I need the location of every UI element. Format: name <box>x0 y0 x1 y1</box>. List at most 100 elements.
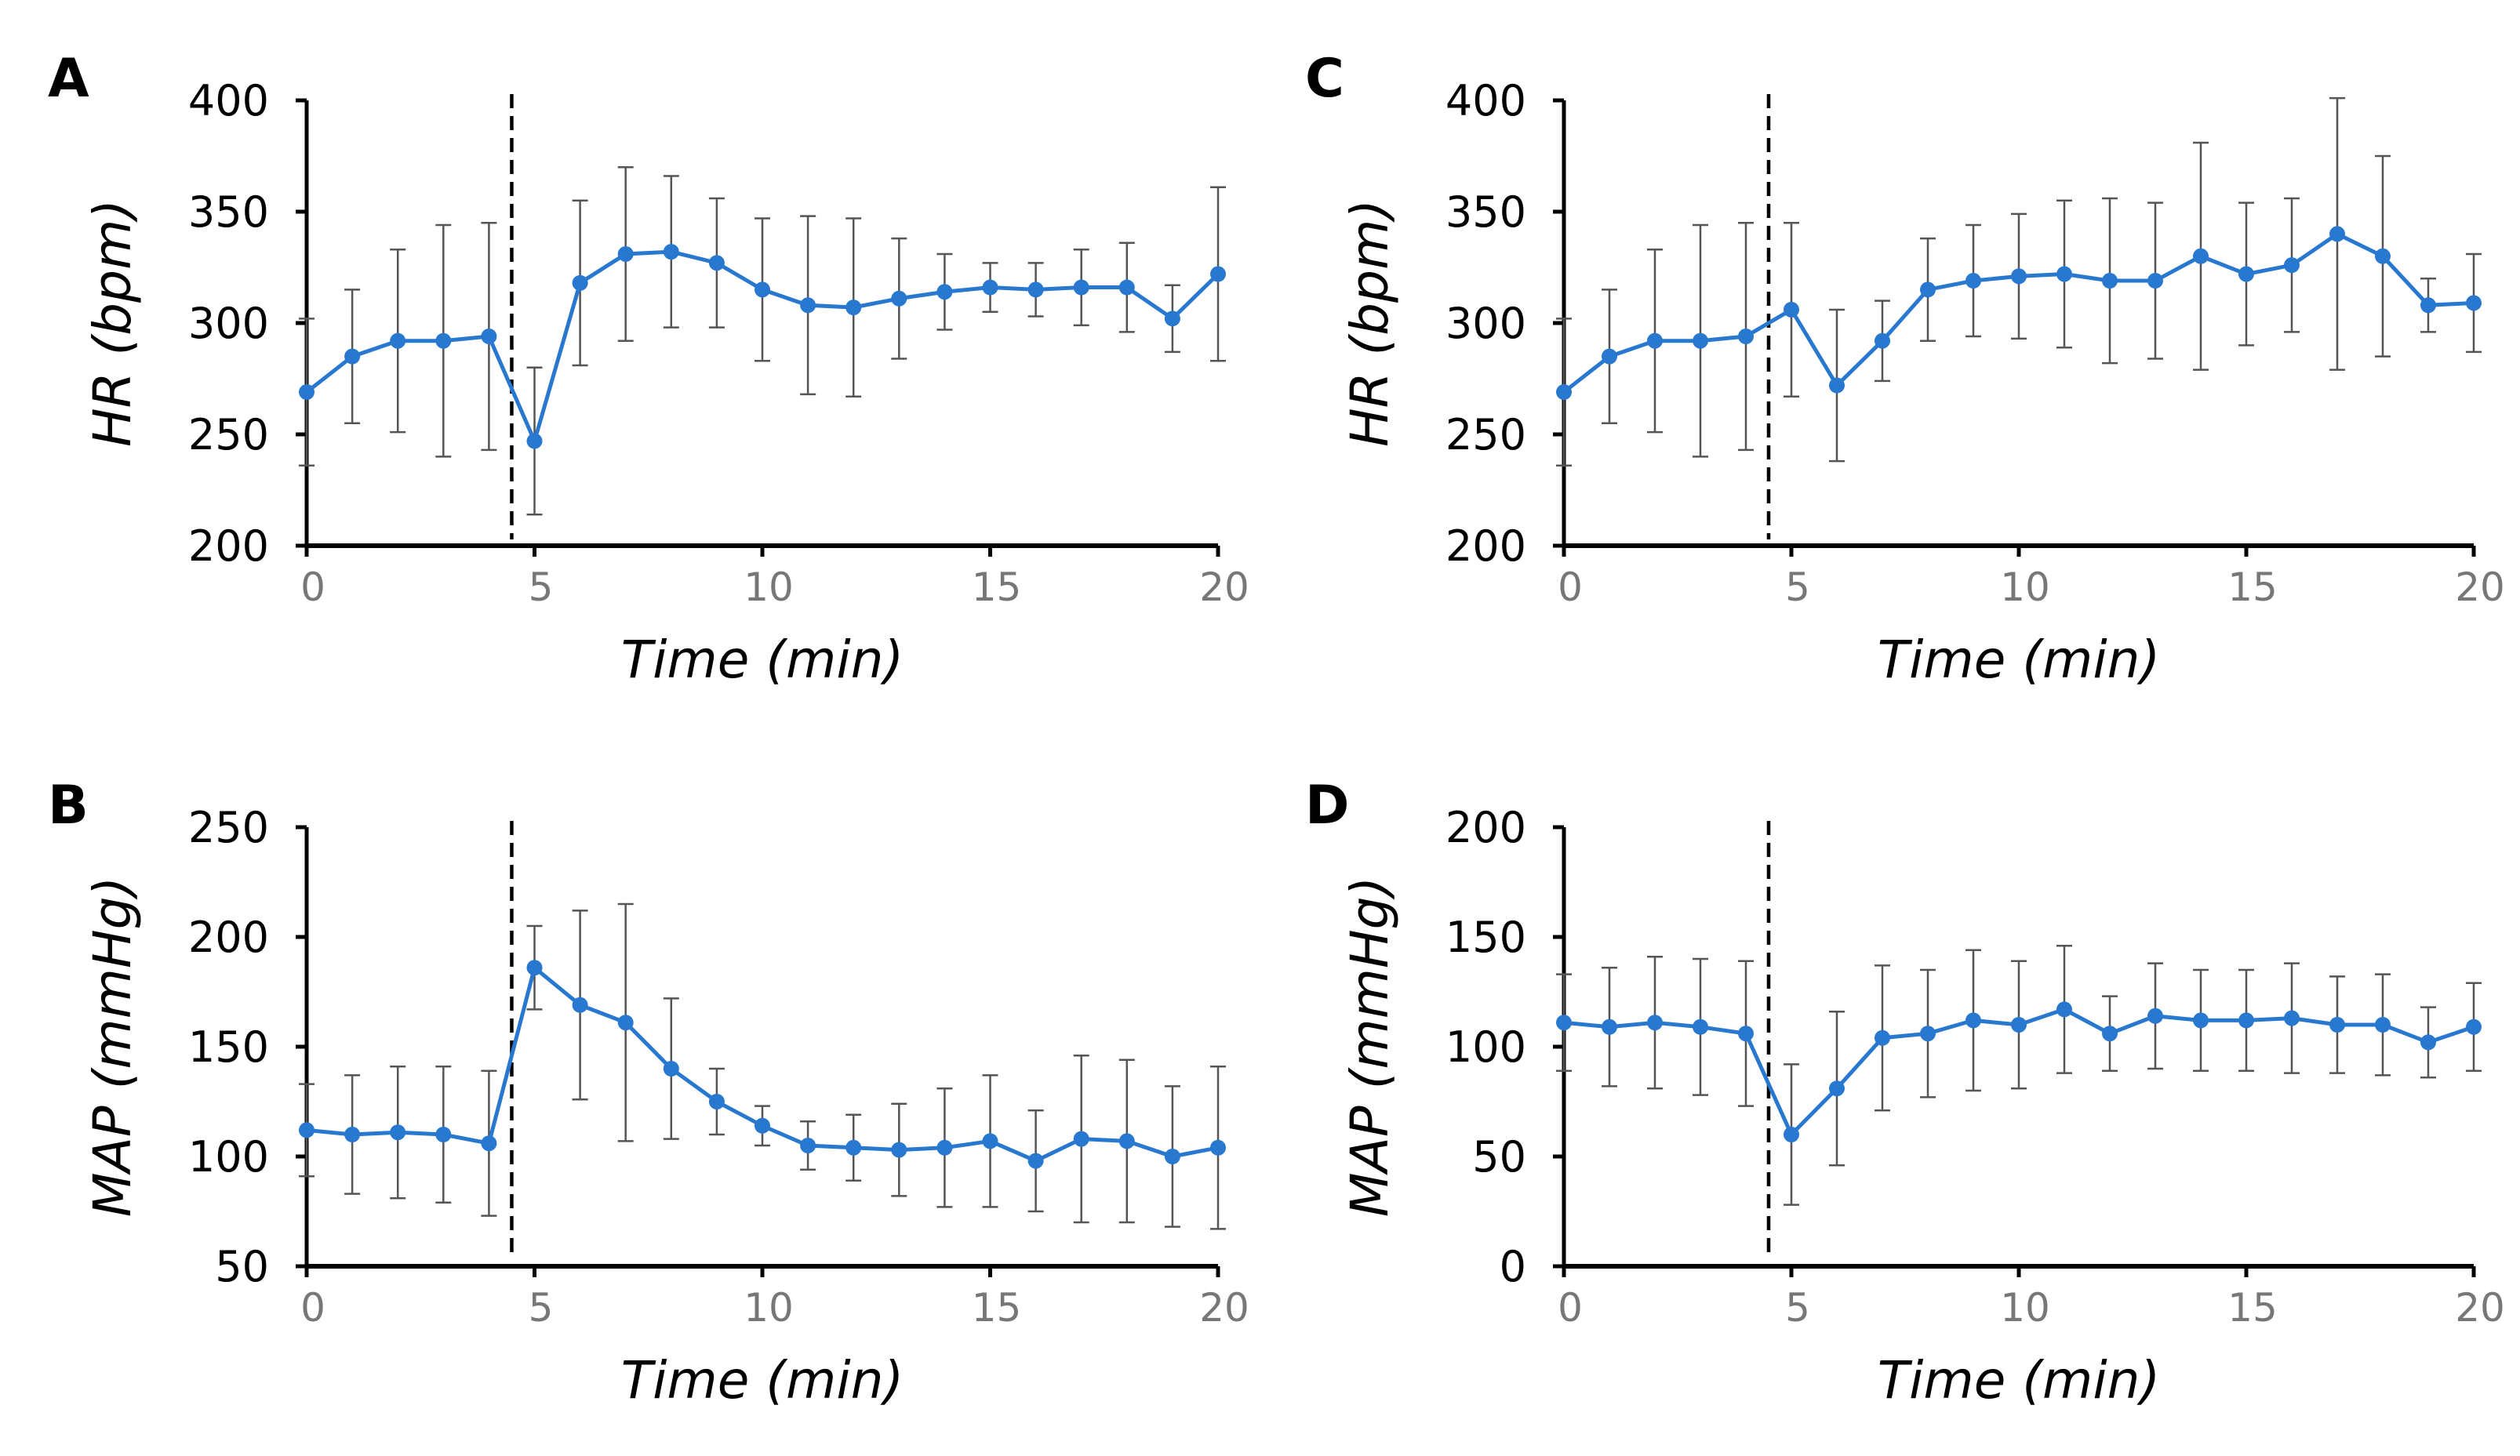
data-point <box>1027 281 1044 298</box>
panel-label: C <box>1305 48 1344 110</box>
panel-a: A 200 250 300 350 400 0 5 10 15 20 Time (min) HR (bp… <box>48 48 1249 690</box>
x-axis-title: Time (min) <box>621 630 904 690</box>
data-point <box>2420 297 2436 314</box>
panel-label: D <box>1305 775 1349 837</box>
data-point <box>1738 329 1754 345</box>
data-point <box>663 1061 679 1077</box>
data-point <box>1784 301 1799 318</box>
y-tick-label: 100 <box>188 1132 269 1182</box>
x-tick-label: 0 <box>1558 565 1583 610</box>
data-point <box>1693 1018 1708 1035</box>
y-axis-title: HR (bpm) <box>1340 199 1400 447</box>
y-tick-label: 250 <box>188 803 269 852</box>
data-point <box>1210 266 1226 282</box>
x-axis-title: Time (min) <box>621 1350 904 1411</box>
data-point <box>435 1127 452 1142</box>
y-tick-label: 350 <box>1445 187 1526 237</box>
x-axis-title: Time (min) <box>1878 630 2161 690</box>
x-tick-label: 0 <box>300 565 325 610</box>
data-point <box>891 1142 907 1158</box>
panel-label: B <box>48 775 89 837</box>
y-tick-label: 400 <box>1445 76 1526 125</box>
data-point <box>1118 1133 1135 1149</box>
data-point <box>617 1015 634 1031</box>
data-point <box>708 255 725 271</box>
y-tick-label: 0 <box>1500 1242 1526 1291</box>
data-point <box>1920 281 1936 298</box>
data-point <box>2466 295 2482 311</box>
data-point <box>344 1127 361 1142</box>
data-point <box>755 281 770 298</box>
y-tick-label: 50 <box>215 1242 269 1291</box>
data-point <box>481 329 497 345</box>
y-tick-label: 350 <box>188 187 269 237</box>
data-point <box>755 1117 770 1134</box>
data-point <box>1164 310 1180 327</box>
y-tick-label: 150 <box>1445 913 1526 962</box>
data-point <box>2147 273 2163 289</box>
x-tick-label: 15 <box>972 565 1022 610</box>
x-tick-label: 5 <box>529 1285 554 1331</box>
data-point <box>1118 279 1135 296</box>
data-point <box>982 1133 998 1149</box>
data-point <box>2011 1017 2027 1033</box>
y-tick-label: 200 <box>1445 521 1526 571</box>
data-point <box>1965 273 1981 289</box>
data-point <box>800 1138 816 1153</box>
data-point <box>1073 279 1089 296</box>
data-point <box>1602 348 1617 365</box>
y-axis-title: HR (bpm) <box>82 199 143 447</box>
data-point <box>708 1094 725 1109</box>
data-point <box>936 1139 953 1156</box>
data-point <box>1647 332 1663 349</box>
data-point <box>845 1139 862 1156</box>
x-tick-label: 15 <box>972 1285 1022 1331</box>
data-point <box>299 384 315 401</box>
y-tick-label: 300 <box>188 299 269 348</box>
y-tick-label: 400 <box>188 76 269 125</box>
data-point <box>663 244 679 260</box>
data-point <box>2238 1012 2254 1029</box>
panel-c: C 200 250 300 350 400 0 5 10 15 20 Time (min) HR (bp… <box>1305 48 2505 690</box>
x-tick-label: 10 <box>744 565 794 610</box>
panel-label: A <box>48 48 89 110</box>
x-tick-label: 5 <box>1785 1285 1810 1331</box>
data-point <box>1738 1026 1754 1042</box>
data-point <box>2420 1034 2436 1051</box>
data-point <box>2284 1010 2300 1026</box>
data-point <box>1829 377 1845 394</box>
data-point <box>344 348 361 365</box>
data-point <box>2329 226 2345 242</box>
data-point <box>481 1135 497 1152</box>
data-point <box>1693 332 1708 349</box>
data-point <box>2466 1018 2482 1035</box>
data-point <box>1602 1018 1617 1035</box>
data-point <box>2375 1017 2391 1033</box>
data-point <box>2193 248 2209 264</box>
data-point <box>2329 1017 2345 1033</box>
y-tick-label: 200 <box>188 913 269 962</box>
data-point <box>800 297 816 314</box>
y-axis-title: MAP (mmHg) <box>1340 877 1400 1217</box>
data-point <box>1965 1012 1981 1029</box>
x-tick-label: 10 <box>2000 1285 2050 1331</box>
data-point <box>982 279 998 296</box>
data-point <box>617 245 634 262</box>
x-tick-label: 10 <box>744 1285 794 1331</box>
y-tick-label: 100 <box>1445 1022 1526 1072</box>
data-point <box>1210 1139 1226 1156</box>
data-point <box>1875 332 1890 349</box>
y-tick-label: 150 <box>188 1022 269 1072</box>
y-tick-label: 200 <box>1445 803 1526 852</box>
data-point <box>1829 1080 1845 1097</box>
data-point <box>2147 1008 2163 1024</box>
panel-b: B 50 100 150 200 250 0 5 10 15 20 Time (min) MAP (mm… <box>48 775 1249 1411</box>
data-point <box>572 997 588 1013</box>
data-point <box>891 290 907 307</box>
x-tick-label: 15 <box>2227 1285 2278 1331</box>
x-tick-label: 20 <box>1199 1285 1249 1331</box>
data-point <box>2102 1026 2118 1042</box>
y-tick-label: 250 <box>188 410 269 459</box>
x-tick-label: 0 <box>300 1285 325 1331</box>
